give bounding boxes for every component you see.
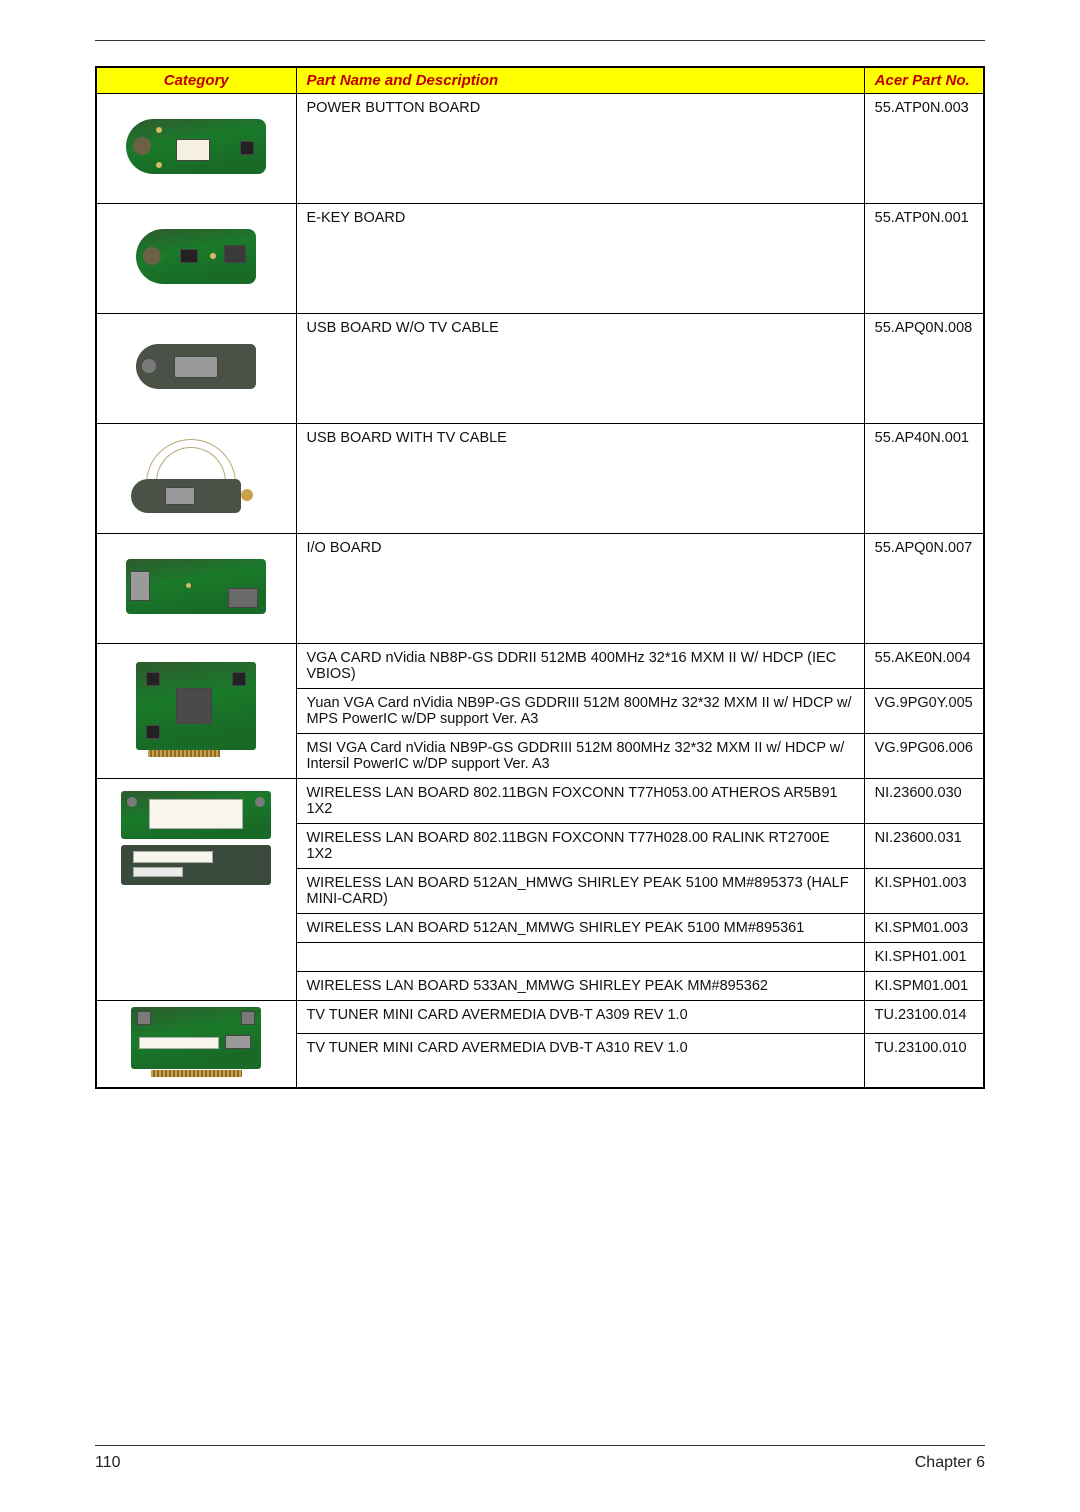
part-desc: TV TUNER MINI CARD AVERMEDIA DVB-T A310 … (296, 1033, 864, 1088)
table-row: USB BOARD W/O TV CABLE 55.APQ0N.008 (96, 314, 984, 424)
acer-part-no: TU.23100.010 (864, 1033, 984, 1088)
table-row: TV TUNER MINI CARD AVERMEDIA DVB-T A309 … (96, 1001, 984, 1034)
acer-part-no: TU.23100.014 (864, 1001, 984, 1034)
part-desc: USB BOARD W/O TV CABLE (296, 314, 864, 424)
part-desc: WIRELESS LAN BOARD 802.11BGN FOXCONN T77… (296, 779, 864, 824)
col-category: Category (96, 67, 296, 94)
part-desc: Yuan VGA Card nVidia NB9P-GS GDDRIII 512… (296, 689, 864, 734)
chapter-label: Chapter 6 (915, 1454, 985, 1472)
page-footer: 110 Chapter 6 (95, 1445, 985, 1472)
parts-table: Category Part Name and Description Acer … (95, 66, 985, 1089)
category-image-cell (96, 314, 296, 424)
part-desc: I/O BOARD (296, 534, 864, 644)
table-row: USB BOARD WITH TV CABLE 55.AP40N.001 (96, 424, 984, 534)
acer-part-no: KI.SPM01.001 (864, 972, 984, 1001)
col-part: Part Name and Description (296, 67, 864, 94)
acer-part-no: KI.SPH01.001 (864, 943, 984, 972)
acer-part-no: NI.23600.030 (864, 779, 984, 824)
usb-board-tv-thumb (131, 437, 261, 517)
table-header-row: Category Part Name and Description Acer … (96, 67, 984, 94)
table-row: WIRELESS LAN BOARD 802.11BGN FOXCONN T77… (96, 779, 984, 824)
table-row: VGA CARD nVidia NB8P-GS DDRII 512MB 400M… (96, 644, 984, 689)
power-button-board-thumb (126, 119, 266, 174)
wlan-board-thumb (121, 791, 271, 886)
category-image-cell (96, 644, 296, 779)
part-desc (296, 943, 864, 972)
part-desc: E-KEY BOARD (296, 204, 864, 314)
part-desc: WIRELESS LAN BOARD 512AN_HMWG SHIRLEY PE… (296, 869, 864, 914)
acer-part-no: KI.SPM01.003 (864, 914, 984, 943)
page-number: 110 (95, 1454, 121, 1472)
acer-part-no: NI.23600.031 (864, 824, 984, 869)
table-row: E-KEY BOARD 55.ATP0N.001 (96, 204, 984, 314)
part-desc: MSI VGA Card nVidia NB9P-GS GDDRIII 512M… (296, 734, 864, 779)
part-desc: TV TUNER MINI CARD AVERMEDIA DVB-T A309 … (296, 1001, 864, 1034)
acer-part-no: VG.9PG0Y.005 (864, 689, 984, 734)
category-image-cell (96, 94, 296, 204)
part-desc: WIRELESS LAN BOARD 533AN_MMWG SHIRLEY PE… (296, 972, 864, 1001)
category-image-cell (96, 779, 296, 1001)
part-desc: WIRELESS LAN BOARD 802.11BGN FOXCONN T77… (296, 824, 864, 869)
io-board-thumb (126, 559, 266, 614)
acer-part-no: 55.AKE0N.004 (864, 644, 984, 689)
category-image-cell (96, 204, 296, 314)
tv-tuner-thumb (131, 1007, 261, 1077)
part-desc: WIRELESS LAN BOARD 512AN_MMWG SHIRLEY PE… (296, 914, 864, 943)
acer-part-no: VG.9PG06.006 (864, 734, 984, 779)
part-desc: USB BOARD WITH TV CABLE (296, 424, 864, 534)
vga-card-thumb (136, 662, 256, 757)
usb-board-thumb (136, 344, 256, 389)
part-desc: VGA CARD nVidia NB8P-GS DDRII 512MB 400M… (296, 644, 864, 689)
acer-part-no: 55.ATP0N.003 (864, 94, 984, 204)
top-rule (95, 40, 985, 41)
category-image-cell (96, 534, 296, 644)
e-key-board-thumb (136, 229, 256, 284)
acer-part-no: 55.AP40N.001 (864, 424, 984, 534)
part-desc: POWER BUTTON BOARD (296, 94, 864, 204)
category-image-cell (96, 1001, 296, 1089)
category-image-cell (96, 424, 296, 534)
acer-part-no: 55.ATP0N.001 (864, 204, 984, 314)
col-acer: Acer Part No. (864, 67, 984, 94)
table-row: POWER BUTTON BOARD 55.ATP0N.003 (96, 94, 984, 204)
acer-part-no: 55.APQ0N.007 (864, 534, 984, 644)
table-row: I/O BOARD 55.APQ0N.007 (96, 534, 984, 644)
page-container: Category Part Name and Description Acer … (0, 0, 1080, 1512)
acer-part-no: KI.SPH01.003 (864, 869, 984, 914)
acer-part-no: 55.APQ0N.008 (864, 314, 984, 424)
